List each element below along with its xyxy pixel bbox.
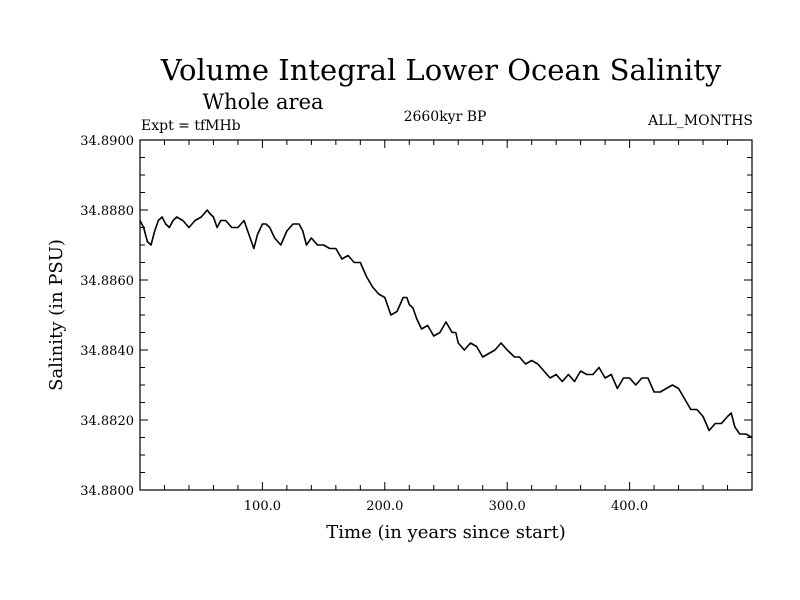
- x-tick-label: 400.0: [611, 499, 648, 514]
- season-label: ALL_MONTHS: [647, 113, 753, 129]
- y-tick-label: 34.8860: [80, 274, 134, 289]
- x-tick-label: 300.0: [489, 499, 526, 514]
- experiment-label: Expt = tfMHb: [141, 118, 241, 134]
- chart-subtitle: Whole area: [202, 90, 323, 114]
- x-tick-label: 200.0: [366, 499, 403, 514]
- y-axis-label: Salinity (in PSU): [46, 239, 67, 391]
- axis-ticks: [139, 139, 753, 491]
- salinity-series-line: [139, 209, 753, 439]
- y-tick-label: 34.8800: [80, 484, 134, 499]
- chart-title: Volume Integral Lower Ocean Salinity: [160, 53, 722, 87]
- y-tick-label: 34.8820: [80, 414, 134, 429]
- y-tick-label: 34.8900: [80, 134, 134, 149]
- axis-tick-labels: 100.0 200.0 300.0 400.0 34.8800 34.8820 34.884…: [80, 134, 648, 514]
- y-tick-label: 34.8840: [80, 344, 134, 359]
- period-label: 2660kyr BP: [404, 109, 487, 125]
- x-axis-label: Time (in years since start): [326, 522, 566, 543]
- x-tick-label: 100.0: [244, 499, 281, 514]
- y-tick-label: 34.8880: [80, 204, 134, 219]
